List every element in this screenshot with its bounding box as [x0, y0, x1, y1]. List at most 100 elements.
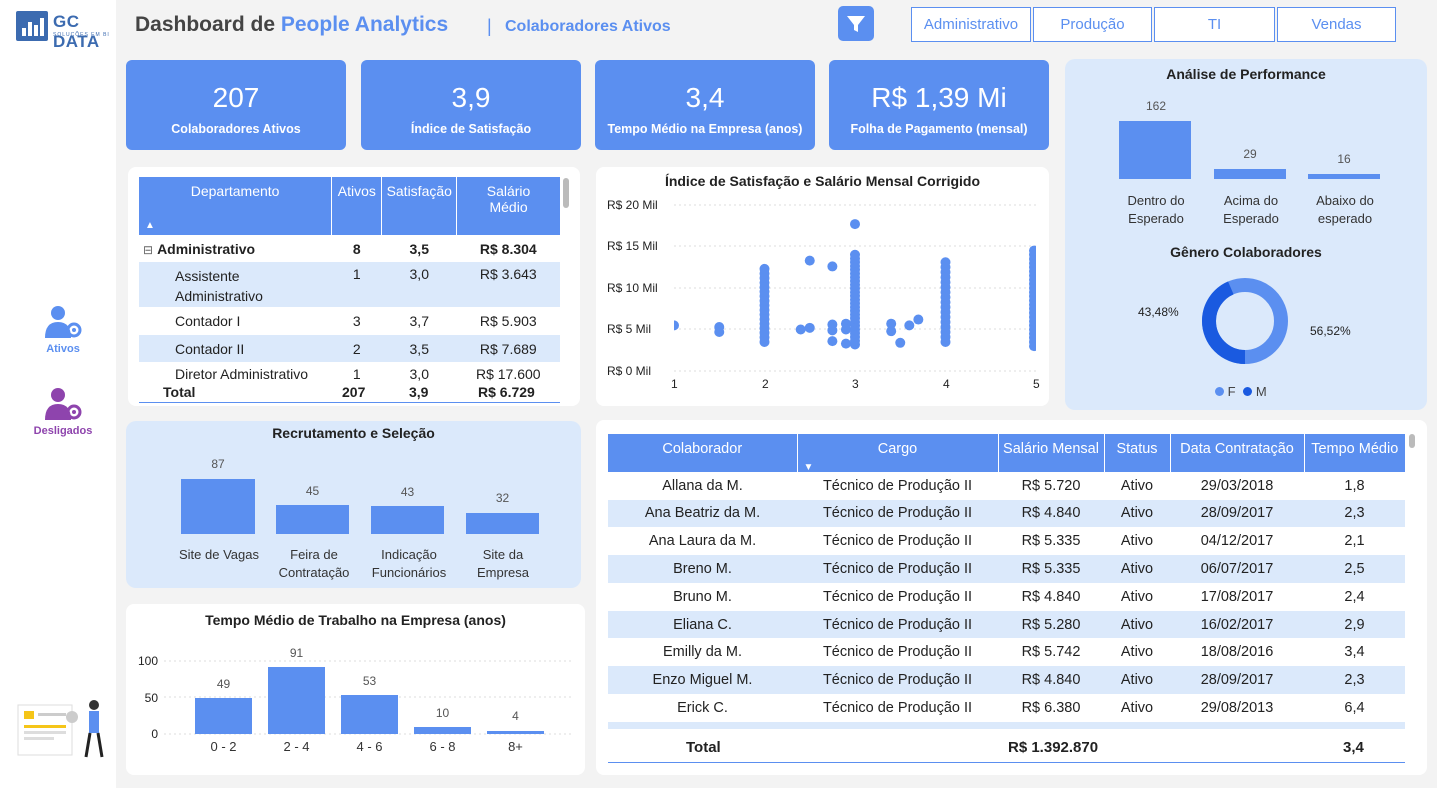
column-header-departamento[interactable]: Departamento ▲	[145, 183, 280, 231]
scatter-point[interactable]	[674, 320, 679, 331]
bar-2-4[interactable]	[268, 667, 325, 734]
table-row[interactable]: Eliana C. Técnico de Produção II R$ 5.280 A…	[608, 610, 1405, 639]
brand-logo: GC DATA SOLUÇÕES EM BI	[16, 11, 112, 51]
scatter-point[interactable]	[940, 257, 951, 268]
table-row[interactable]: Emilly da M. Técnico de Produção II R$ 5.7…	[663, 644, 1365, 661]
scatter-point[interactable]	[850, 249, 860, 260]
bar-6-8[interactable]	[414, 727, 471, 734]
table-row[interactable]: Erick C. Técnico de Produção II R$ 6.380 At…	[677, 699, 1365, 716]
column-header-salario[interactable]: Salário Médio	[456, 177, 560, 235]
table-row[interactable]: Diretor Administrativo 1 3,0 R$ 17.600	[175, 366, 541, 382]
bar-4-6[interactable]	[341, 695, 398, 734]
bar-0-2[interactable]	[195, 698, 252, 734]
bar-site-vagas[interactable]	[181, 479, 255, 534]
table-row[interactable]: Breno M. Técnico de Produção II R$ 5.335 At…	[608, 555, 1405, 583]
column-header-tempo[interactable]: Tempo Médio	[1303, 434, 1405, 472]
column-header-cargo[interactable]: Cargo ▼	[796, 434, 998, 473]
table-row[interactable]: Enzo Miguel M. Técnico de Produção II R$ 4…	[608, 666, 1405, 695]
kpi-indice-satisfacao: 3,9 Índice de Satisfação	[361, 60, 581, 150]
bar-value: 53	[362, 674, 377, 688]
column-header-satisfacao[interactable]: Satisfação	[381, 177, 457, 235]
sidebar-item-desligados[interactable]: Desligados	[28, 386, 98, 437]
gender-f-label: 43,48%	[1138, 305, 1179, 319]
user-gear-icon	[45, 388, 82, 420]
x-category: 0 - 2	[210, 739, 237, 754]
slicer-ti[interactable]: TI	[1154, 7, 1275, 42]
gender-legend: F M	[1215, 384, 1267, 399]
table-scrollbar[interactable]	[1409, 434, 1415, 448]
bar-acima-esperado[interactable]	[1214, 169, 1286, 179]
table-total-row: Total R$ 1.392.870 3,4	[608, 729, 1405, 763]
column-header-ativos[interactable]: Ativos	[331, 177, 382, 235]
illustration-image	[17, 700, 104, 758]
performance-title: Análise de Performance	[1166, 66, 1326, 82]
donut-slice-f	[1202, 278, 1288, 364]
table-row[interactable]: Ana Laura da M. Técnico de Produção II R$ …	[648, 533, 1365, 550]
table-row[interactable]: Ana Beatriz da M. Técnico de Produção II R…	[608, 499, 1405, 528]
scatter-point[interactable]	[840, 338, 851, 349]
scatter-point[interactable]	[886, 326, 897, 337]
kpi-label: Folha de Pagamento (mensal)	[850, 122, 1028, 136]
kpi-tempo-medio: 3,4 Tempo Médio na Empresa (anos)	[595, 60, 815, 150]
scatter-point[interactable]	[904, 320, 915, 331]
table-row[interactable]: Contador II 2 3,5 R$ 7.689	[139, 335, 560, 362]
column-header-status[interactable]: Status	[1103, 434, 1170, 472]
table-scrollbar[interactable]	[563, 178, 569, 208]
bar-value: 29	[1243, 147, 1257, 161]
sidebar-item-ativos[interactable]: Ativos	[28, 304, 98, 355]
bar-dentro-esperado[interactable]	[1119, 121, 1191, 179]
logo-chart-icon	[16, 11, 48, 41]
slicer-administrativo[interactable]: Administrativo	[911, 7, 1031, 42]
scatter-point[interactable]	[804, 255, 815, 266]
scatter-point[interactable]	[850, 219, 860, 230]
table-row[interactable]: Contador I 3 3,7 R$ 5.903	[175, 313, 537, 329]
scatter-point[interactable]	[913, 314, 924, 325]
scatter-point[interactable]	[827, 325, 838, 336]
bar-indicacao[interactable]	[371, 506, 444, 534]
bar-label: Indicação Funcionários	[371, 547, 447, 580]
sidebar: GC DATA SOLUÇÕES EM BI Ativos Desligados	[0, 0, 116, 788]
table-row[interactable]: Bruno M. Técnico de Produção II R$ 4.840 At…	[673, 588, 1365, 605]
kpi-colaboradores-ativos: 207 Colaboradores Ativos	[126, 60, 346, 150]
tenure-card: Tempo Médio de Trabalho na Empresa (anos…	[126, 604, 585, 775]
bar-abaixo-esperado[interactable]	[1308, 174, 1380, 179]
slicer-producao[interactable]: Produção	[1033, 7, 1152, 42]
user-gear-icon	[45, 306, 82, 338]
performance-gender-card: Análise de Performance 162 29 16 Dentro …	[1065, 59, 1427, 410]
kpi-value: R$ 1,39 Mi	[871, 82, 1007, 113]
column-header-data[interactable]: Data Contratação	[1169, 434, 1304, 472]
table-group-row[interactable]: ⊟ Administrativo 8 3,5 R$ 8.304	[143, 240, 537, 257]
table-row[interactable]: Allana da M. Técnico de Produção II R$ 5.7…	[662, 477, 1365, 494]
scatter-point[interactable]	[827, 336, 838, 347]
header-separator: |	[487, 16, 492, 36]
table-row[interactable]: Assistente Administrativo 1 3,0 R$ 3.643	[139, 262, 560, 307]
y-tick: 50	[144, 691, 158, 705]
bar-label: Dentro do Esperado	[1127, 193, 1185, 226]
kpi-value: 3,9	[451, 82, 491, 113]
scatter-point[interactable]	[795, 324, 806, 335]
slicer-vendas[interactable]: Vendas	[1277, 7, 1396, 42]
collapse-icon[interactable]: ⊟	[143, 242, 154, 257]
scatter-point[interactable]	[827, 261, 838, 272]
scatter-point[interactable]	[1029, 245, 1036, 256]
scatter-point[interactable]	[804, 322, 815, 333]
kpi-value: 3,4	[685, 82, 725, 113]
column-header-salario[interactable]: Salário Mensal	[997, 434, 1104, 472]
scatter-point[interactable]	[714, 326, 725, 337]
x-tick: 5	[1033, 377, 1040, 391]
page-title: Dashboard de People Analytics	[135, 13, 449, 36]
bar-site-empresa[interactable]	[466, 513, 539, 534]
filter-button[interactable]	[838, 6, 874, 41]
scatter-point[interactable]	[886, 318, 897, 329]
sort-desc-icon: ▼	[803, 462, 814, 473]
scatter-point[interactable]	[840, 324, 851, 335]
y-tick: R$ 20 Mil	[607, 198, 658, 212]
employees-table: Colaborador Cargo ▼ Salário Mensal Status…	[608, 434, 1405, 772]
bar-8-plus[interactable]	[487, 731, 544, 734]
scatter-point[interactable]	[895, 337, 906, 348]
bar-label: Site da Empresa	[476, 547, 530, 580]
bar-value: 49	[216, 677, 231, 691]
bar-feira-contratacao[interactable]	[276, 505, 349, 534]
scatter-point[interactable]	[759, 263, 770, 274]
column-header-colaborador[interactable]: Colaborador	[662, 441, 743, 457]
